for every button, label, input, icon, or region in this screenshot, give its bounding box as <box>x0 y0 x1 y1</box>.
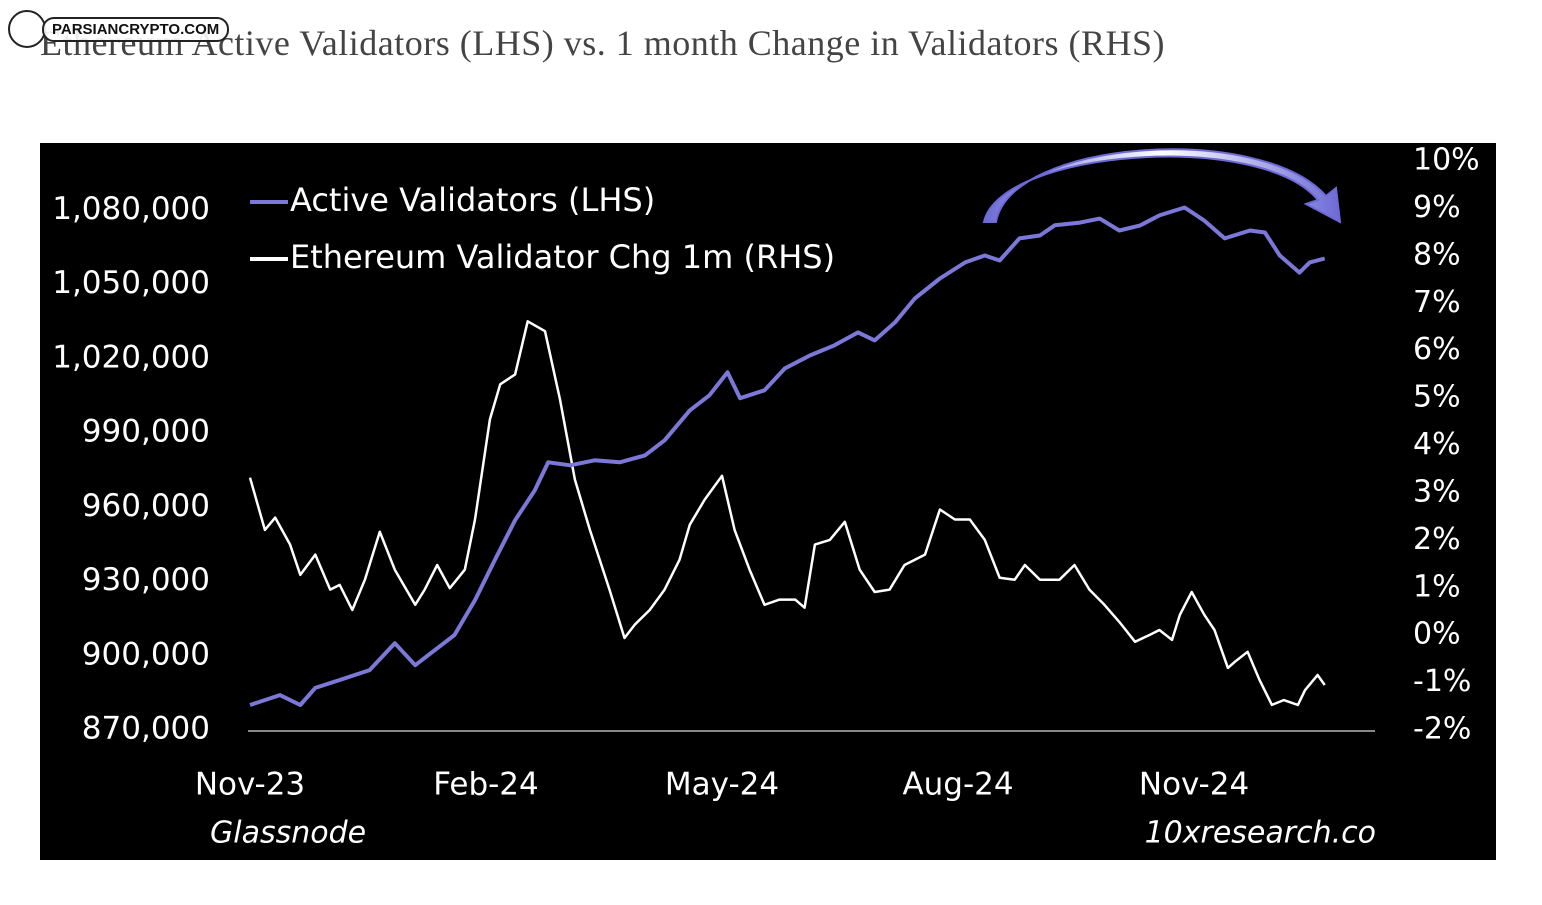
y2-tick-label: 0% <box>1413 617 1461 652</box>
x-tick-label: Feb-24 <box>433 767 539 803</box>
y2-tick-label: 4% <box>1413 427 1461 462</box>
legend-label: Active Validators (LHS) <box>290 181 655 219</box>
y-tick-label: 870,000 <box>82 711 210 747</box>
y2-tick-label: 6% <box>1413 332 1461 367</box>
y-tick-label: 1,050,000 <box>52 265 210 301</box>
watermark: PARSIANCRYPTO.COM <box>8 8 230 50</box>
source-label: Glassnode <box>210 816 366 851</box>
x-tick-label: Aug-24 <box>902 767 1013 803</box>
legend-label: Ethereum Validator Chg 1m (RHS) <box>290 238 835 276</box>
credit-label: 10xresearch.co <box>1145 816 1376 851</box>
y2-tick-label: 8% <box>1413 237 1461 272</box>
x-tick-label: May-24 <box>665 767 779 803</box>
y-tick-label: 1,080,000 <box>52 191 210 227</box>
y2-tick-label: -1% <box>1413 664 1471 699</box>
y2-tick-label: 2% <box>1413 522 1461 557</box>
y-tick-label: 960,000 <box>82 488 210 524</box>
x-tick-label: Nov-23 <box>195 767 305 803</box>
y-tick-label: 990,000 <box>82 414 210 450</box>
watermark-logo <box>8 10 46 48</box>
y2-tick-label: 5% <box>1413 380 1461 415</box>
y2-tick-label: 9% <box>1413 190 1461 225</box>
y-tick-label: 1,020,000 <box>52 339 210 375</box>
y2-tick-label: 10% <box>1413 143 1480 178</box>
y2-tick-label: 7% <box>1413 285 1461 320</box>
y-tick-label: 900,000 <box>82 636 210 672</box>
y2-tick-label: 3% <box>1413 474 1461 509</box>
y2-tick-label: 1% <box>1413 569 1461 604</box>
annotation-arrow <box>982 148 1342 224</box>
chart-background <box>40 143 1496 860</box>
y2-tick-label: -2% <box>1413 712 1471 747</box>
series-line <box>248 320 1326 707</box>
watermark-text: PARSIANCRYPTO.COM <box>42 16 230 42</box>
y-tick-label: 930,000 <box>82 562 210 598</box>
x-tick-label: Nov-24 <box>1139 767 1249 803</box>
series-line <box>249 205 1326 707</box>
